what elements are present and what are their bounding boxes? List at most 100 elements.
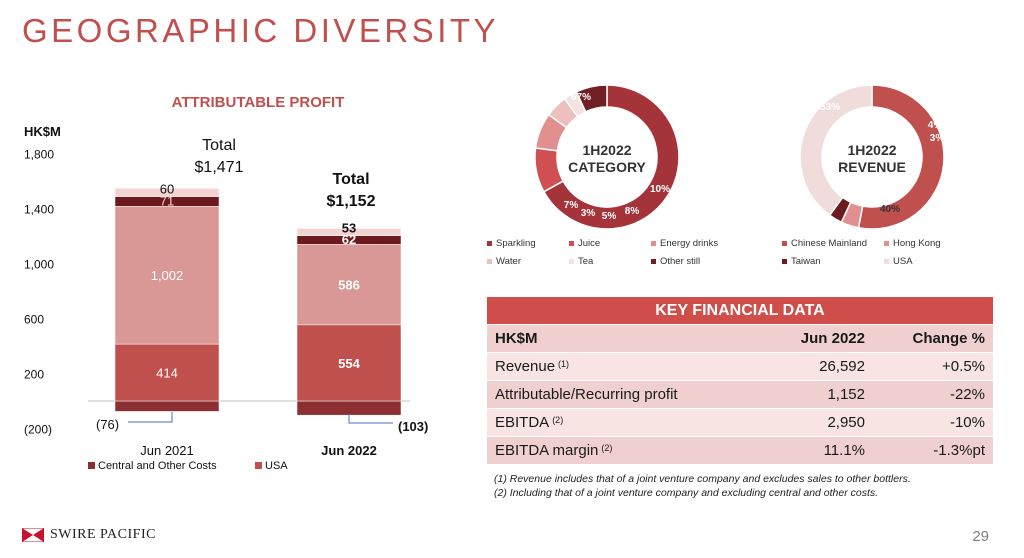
bar-segment — [114, 206, 220, 345]
row-note: (2) — [552, 415, 564, 425]
page-number: 29 — [972, 528, 989, 545]
footnotes: (1) Revenue includes that of a joint ven… — [494, 472, 911, 500]
donut-slice — [857, 84, 945, 230]
row-label: Revenue — [495, 358, 556, 375]
bar-segment — [296, 324, 402, 402]
table-row: Attributable/Recurring profit 1,152 -22% — [487, 380, 993, 408]
revenue-legend: Chinese Mainland Hong Kong Taiwan USA — [782, 238, 982, 272]
slice-label: 40% — [880, 204, 900, 215]
legend-label: USA — [265, 460, 288, 472]
row-change: -22% — [949, 386, 985, 403]
bar-segment — [114, 400, 220, 412]
bar-segment — [296, 400, 402, 416]
data-label: (76) — [96, 417, 119, 432]
header-jun-2022: Jun 2022 — [800, 330, 865, 347]
legend-swatch — [487, 240, 492, 246]
row-change: +0.5% — [942, 358, 985, 375]
legend-swatch — [884, 240, 889, 246]
header-change: Change % — [912, 330, 985, 347]
swire-pacific-logo: SWIRE PACIFIC — [22, 527, 156, 543]
logo-text: SWIRE PACIFIC — [50, 527, 156, 542]
donut-center-label: 1H2022 — [582, 142, 631, 158]
bar-segment — [114, 343, 220, 402]
row-value: 2,950 — [827, 414, 865, 431]
y-axis-label: HK$M — [24, 124, 61, 139]
bar-segment — [296, 228, 402, 236]
data-label: 60 — [160, 182, 174, 197]
y-tick-label: (200) — [24, 423, 52, 437]
data-label: 586 — [338, 278, 360, 293]
legend-item: Sparkling — [487, 238, 536, 249]
donut-center-label: CATEGORY — [568, 159, 646, 175]
legend-item: Other still — [651, 256, 700, 267]
key-financial-data-table: KEY FINANCIAL DATA HK$M Jun 2022 Change … — [487, 297, 993, 464]
legend-swatch — [782, 258, 787, 264]
total-label: $1,471 — [195, 159, 244, 176]
data-label: (103) — [398, 419, 428, 434]
row-value: 1,152 — [827, 386, 865, 403]
slice-label: 67% — [571, 92, 591, 103]
legend-swatch — [651, 240, 656, 246]
legend-label: Chinese Mainland — [791, 238, 868, 249]
legend-item: Taiwan — [782, 256, 821, 267]
table-title: KEY FINANCIAL DATA — [487, 297, 993, 324]
data-label: 554 — [338, 356, 360, 371]
legend-swatch — [569, 240, 574, 246]
slice-label: 53% — [820, 102, 840, 113]
legend-item: Energy drinks — [651, 238, 718, 249]
legend-label: Tea — [578, 256, 594, 267]
x-tick-label: Jun 2022 — [321, 443, 377, 458]
callout-line — [348, 414, 393, 424]
legend-item: Tea — [569, 256, 593, 267]
row-note: (1) — [558, 359, 570, 369]
bar-segment — [114, 188, 220, 197]
legend-item: Chinese Mainland — [782, 238, 867, 249]
footnote-1: (1) Revenue includes that of a joint ven… — [494, 473, 911, 485]
table-row: EBITDA (2) 2,950 -10% — [487, 408, 993, 436]
legend-item: Juice — [569, 238, 600, 249]
row-label: Attributable/Recurring profit — [495, 386, 678, 403]
legend-label: Sparkling — [496, 238, 536, 249]
slice-label: 3% — [581, 208, 596, 219]
row-value: 26,592 — [819, 358, 865, 375]
legend-label: Juice — [578, 238, 601, 249]
slice-label: 4% — [928, 120, 943, 131]
y-tick-label: 200 — [24, 368, 44, 382]
table-row: EBITDA margin (2) 11.1% -1.3%pt — [487, 436, 993, 464]
legend-label: Water — [496, 256, 521, 267]
y-tick-label: 1,400 — [24, 203, 54, 217]
slice-label: 3% — [930, 133, 945, 144]
donut-slice — [575, 84, 608, 113]
slice-label: 7% — [564, 200, 579, 211]
attributable-profit-chart: ATTRIBUTABLE PROFIT HK$M 1,800 1,400 1,000 60… — [24, 94, 428, 475]
legend-item: Water — [487, 256, 521, 267]
y-tick-label: 1,000 — [24, 258, 54, 272]
legend-item: USA — [884, 256, 913, 267]
y-tick-label: 600 — [24, 313, 44, 327]
data-label: 414 — [156, 366, 178, 381]
legend-label: USA — [893, 256, 913, 267]
legend-swatch — [782, 240, 787, 246]
total-label: Total — [202, 137, 236, 154]
slice-label: 10% — [650, 184, 670, 195]
donut-center-label: REVENUE — [838, 159, 906, 175]
y-tick-label: 1,800 — [24, 148, 54, 162]
swire-flag-icon — [22, 528, 44, 542]
row-change: -1.3%pt — [933, 442, 985, 459]
donut-slice — [542, 84, 680, 230]
row-change: -10% — [949, 414, 985, 431]
legend-swatch — [569, 258, 574, 264]
data-label: 62 — [342, 232, 356, 247]
legend-label: Hong Kong — [265, 474, 320, 475]
page-title: GEOGRAPHIC DIVERSITY — [22, 12, 500, 49]
header-hkm: HK$M — [495, 330, 538, 347]
footnote-2: (2) Including that of a joint venture co… — [494, 487, 879, 499]
data-label: 71 — [160, 193, 174, 208]
slice-label: 8% — [625, 206, 640, 217]
legend-label: Chinese Mainland — [98, 474, 186, 475]
data-label: 1,002 — [151, 268, 184, 283]
table-header-row: HK$M Jun 2022 Change % — [487, 324, 993, 352]
legend-label: Other still — [660, 256, 701, 267]
